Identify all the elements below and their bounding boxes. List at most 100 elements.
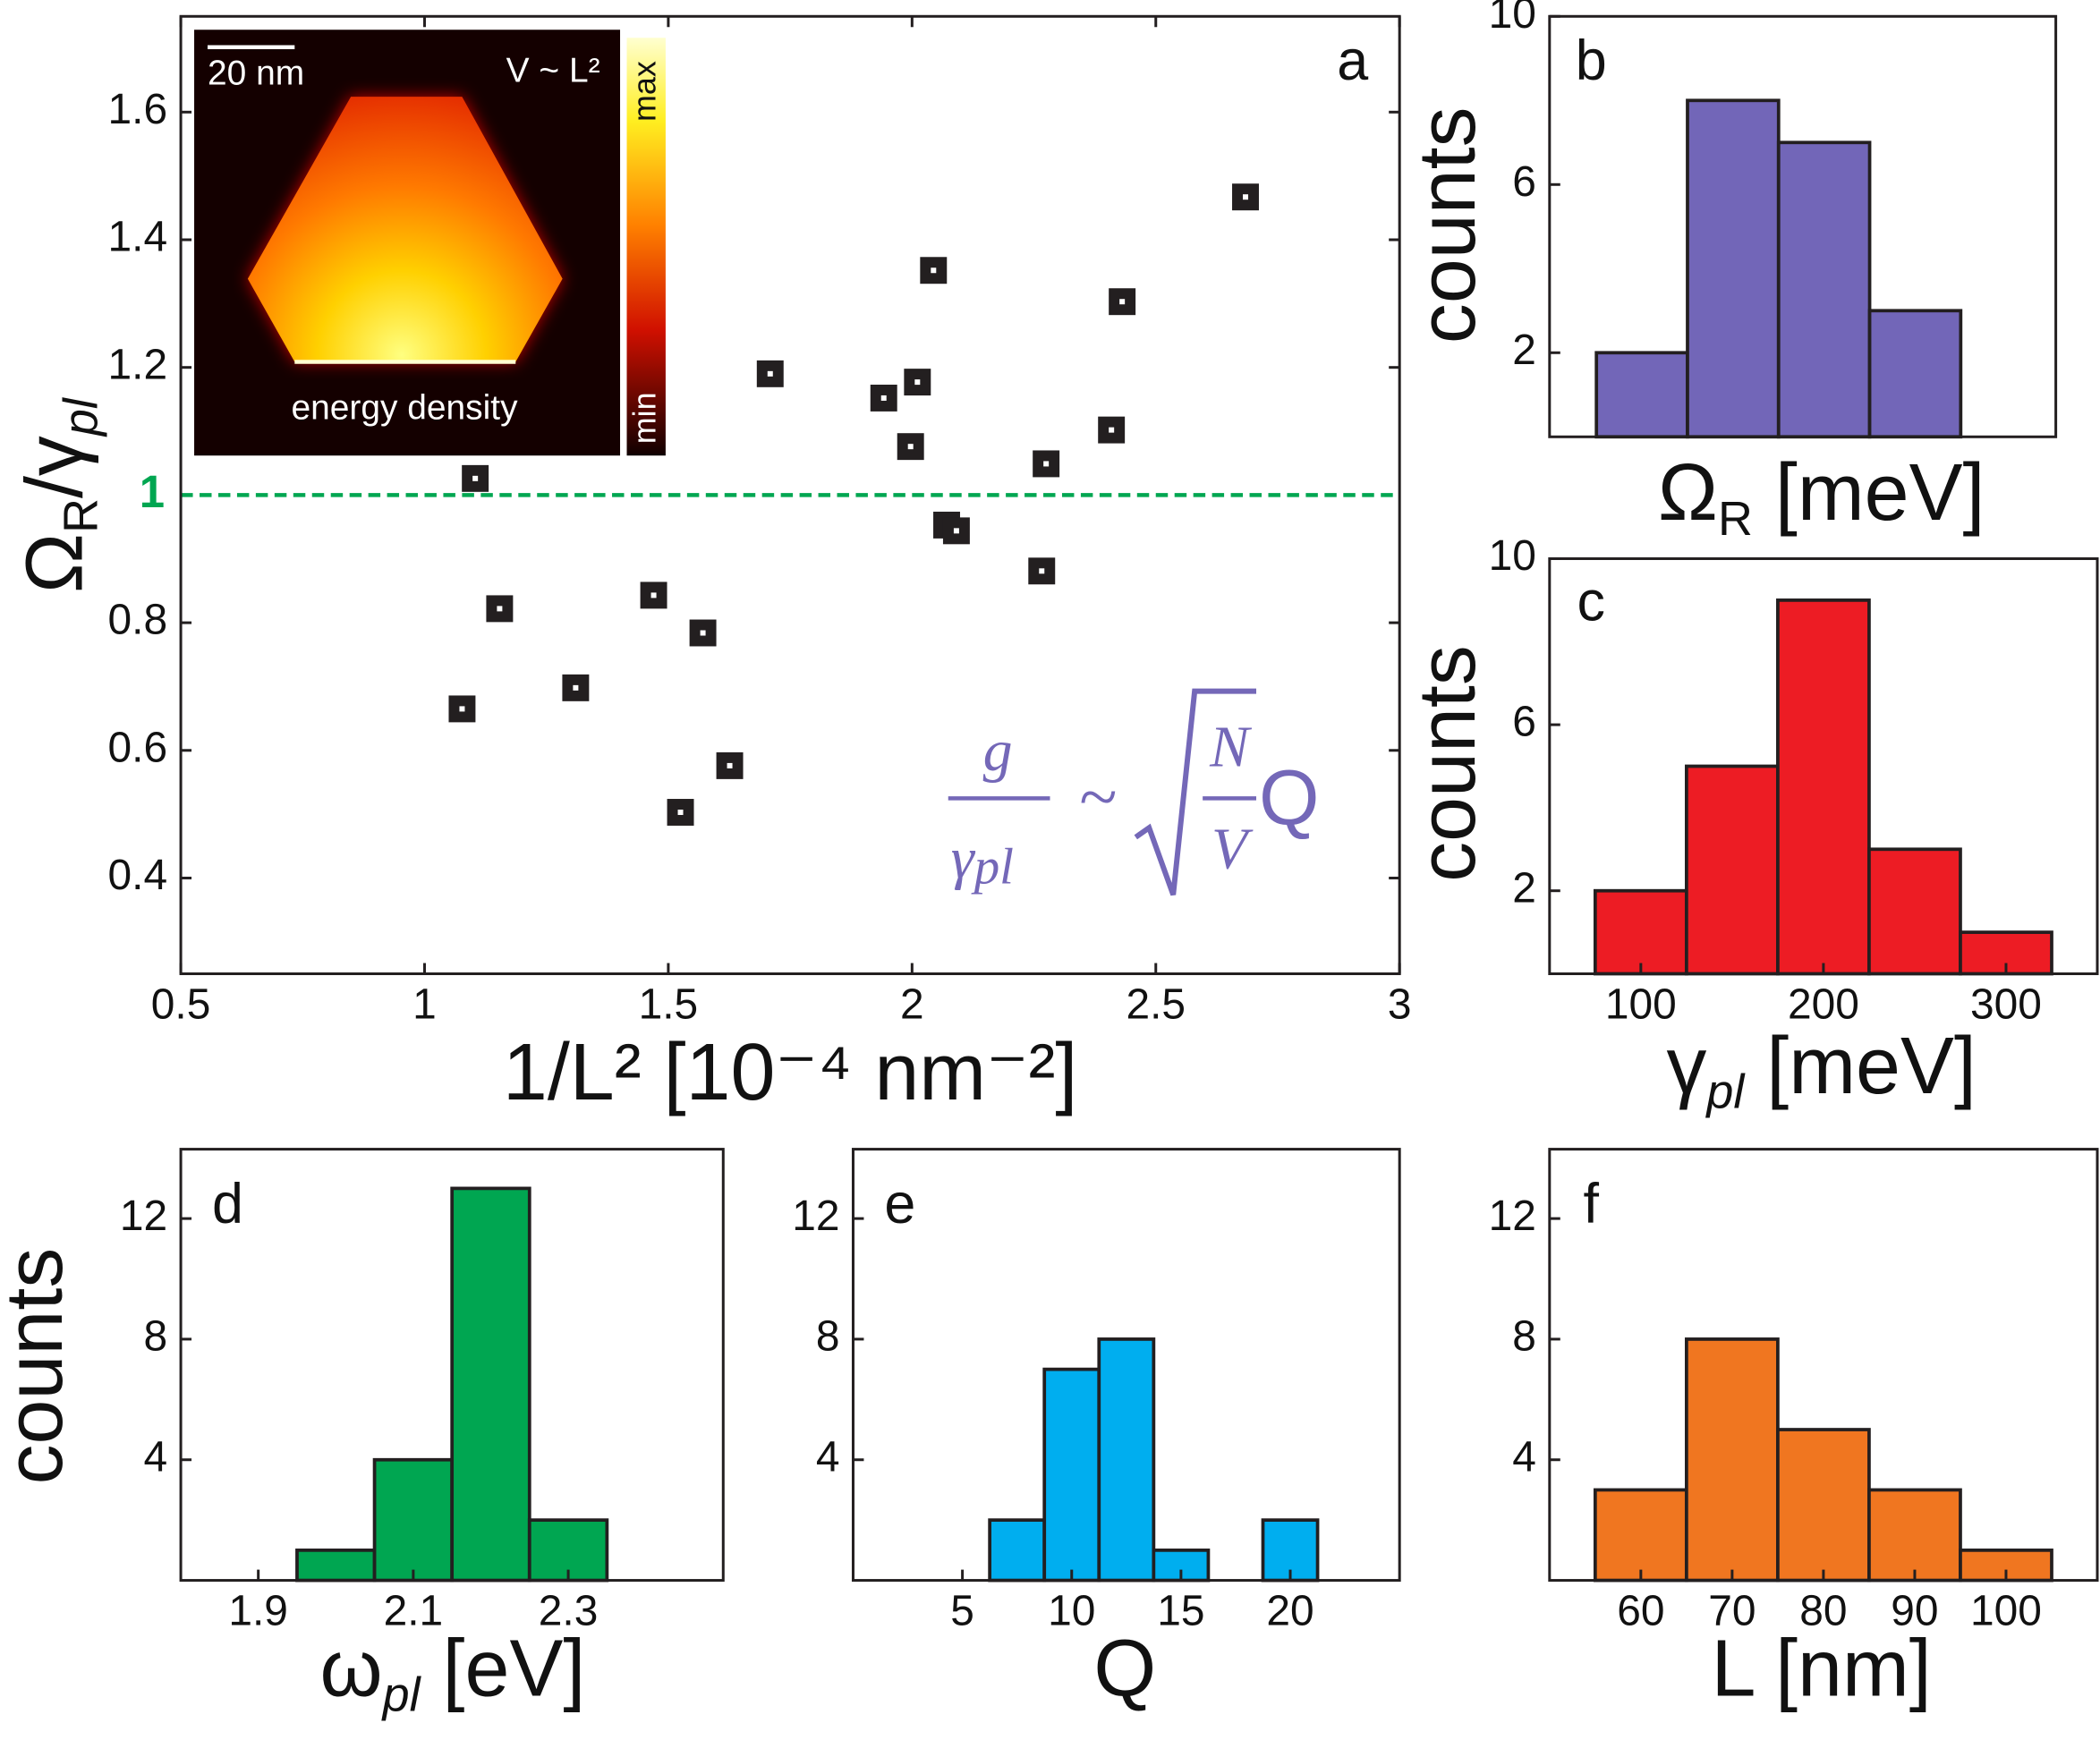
label-part: γ — [951, 826, 976, 891]
x-axis-label: ωpl [eV] — [320, 1624, 586, 1721]
label-part: [meV] — [1744, 1021, 1976, 1110]
x-axis-label: ΩR [meV] — [1658, 448, 1985, 546]
x-tick-label: 20 — [1266, 1588, 1314, 1635]
x-tick-label: 2.3 — [539, 1588, 599, 1635]
bar — [1684, 1337, 1780, 1583]
marker-center — [1039, 568, 1045, 574]
x-tick-label: 2.1 — [384, 1588, 444, 1635]
x-tick-label: 10 — [1048, 1588, 1095, 1635]
marker-center — [1243, 194, 1248, 200]
y-tick-label: 6 — [1512, 699, 1536, 746]
label-part: [meV] — [1753, 448, 1985, 538]
y-tick-label: 8 — [816, 1313, 840, 1361]
x-tick-label: 80 — [1799, 1588, 1847, 1635]
x-tick-label: 60 — [1617, 1588, 1664, 1635]
marker-center — [497, 606, 503, 612]
formula: g γpl ~ N V Q — [948, 688, 1320, 896]
panel-label: d — [212, 1173, 243, 1235]
x-tick-label: 1 — [412, 981, 437, 1029]
label-part: pl — [381, 1668, 422, 1722]
plot-frame — [851, 1148, 1401, 1583]
x-tick-label: 300 — [1970, 981, 2042, 1029]
y-tick-label: 10 — [1489, 532, 1536, 580]
label-part: counts — [1403, 106, 1492, 344]
bar — [1867, 847, 1962, 976]
y-tick-label: 12 — [1489, 1193, 1536, 1240]
plot-frame — [179, 1148, 725, 1583]
scale-bar-label: 20 nm — [208, 54, 304, 92]
y-tick-label: 12 — [792, 1193, 839, 1240]
x-tick-label: 15 — [1157, 1588, 1204, 1635]
label-part: /γ — [10, 436, 99, 498]
formula-numerator: g — [983, 718, 1013, 784]
y-axis-label: counts — [0, 1248, 80, 1485]
marker-center — [727, 762, 733, 768]
bar — [372, 1457, 455, 1583]
colorbar-min: min — [625, 392, 662, 444]
x-tick-label: 1.5 — [639, 981, 699, 1029]
x-tick-label: 2.5 — [1126, 981, 1186, 1029]
y-tick-label: 8 — [1512, 1313, 1536, 1361]
marker-center — [677, 809, 684, 815]
bar — [1686, 98, 1781, 439]
bar — [1593, 1488, 1688, 1583]
x-tick-label: 5 — [950, 1588, 974, 1635]
x-axis-label: γpl [meV] — [1666, 1021, 1976, 1118]
label-part: Ω — [1658, 448, 1718, 538]
y-tick-label: 4 — [1512, 1433, 1536, 1481]
x-tick-label: 90 — [1891, 1588, 1938, 1635]
y-tick-label: 4 — [816, 1433, 840, 1481]
marker-center — [880, 395, 887, 401]
label-part: R — [55, 498, 108, 533]
y-tick-label: 4 — [143, 1433, 167, 1481]
bar — [1867, 1488, 1962, 1583]
bar — [1684, 764, 1780, 976]
label-part: counts — [0, 1248, 80, 1485]
label-part: [eV] — [421, 1624, 586, 1713]
label-part: pl — [971, 839, 1014, 895]
inset-scaling: V ~ L² — [506, 51, 600, 89]
x-tick-label: 1.9 — [228, 1588, 288, 1635]
y-tick-label: 0.8 — [108, 597, 168, 644]
colorbar — [626, 38, 666, 456]
label-part: pl — [1705, 1065, 1746, 1119]
plot-frame — [179, 14, 1401, 975]
y-tick-label: 1.4 — [108, 214, 168, 261]
y-tick-label: 1.6 — [108, 86, 168, 133]
x-axis-label: L [nm] — [1712, 1624, 1932, 1713]
label-part: ω — [320, 1624, 383, 1713]
marker-center — [953, 528, 959, 534]
x-axis-label: Q — [1093, 1624, 1156, 1713]
y-tick-label: 6 — [1512, 158, 1536, 206]
panel-label: b — [1576, 30, 1607, 92]
marker-center — [459, 706, 465, 712]
marker-center — [1119, 299, 1126, 305]
y-tick-label: 10 — [1489, 0, 1536, 38]
x-tick-label: 200 — [1788, 981, 1859, 1029]
panel-label: a — [1337, 30, 1368, 92]
marker-center — [472, 475, 479, 481]
y-axis-label: counts — [1403, 645, 1492, 882]
inset-caption: energy density — [292, 389, 519, 428]
label-part: R — [1718, 492, 1753, 546]
x-tick-label: 100 — [1605, 981, 1677, 1029]
y-tick-label: 2 — [1512, 327, 1536, 374]
reference-label: 1 — [140, 466, 165, 517]
x-tick-label: 70 — [1708, 1588, 1756, 1635]
y-tick-label: 8 — [143, 1313, 167, 1361]
bar — [1042, 1367, 1101, 1583]
bar — [1867, 309, 1963, 439]
bar — [450, 1186, 531, 1583]
y-axis-label: ΩR/γpl — [10, 396, 107, 593]
colorbar-max: max — [625, 61, 662, 122]
marker-center — [573, 684, 579, 691]
label-part: pl — [55, 396, 108, 437]
marker-center — [931, 267, 937, 274]
label-part: Ω — [10, 533, 99, 593]
label-part: L [nm] — [1712, 1624, 1932, 1713]
bar — [1097, 1337, 1156, 1583]
marker-center — [650, 592, 657, 598]
root-denominator: V — [1212, 816, 1254, 881]
y-tick-label: 12 — [120, 1193, 167, 1240]
